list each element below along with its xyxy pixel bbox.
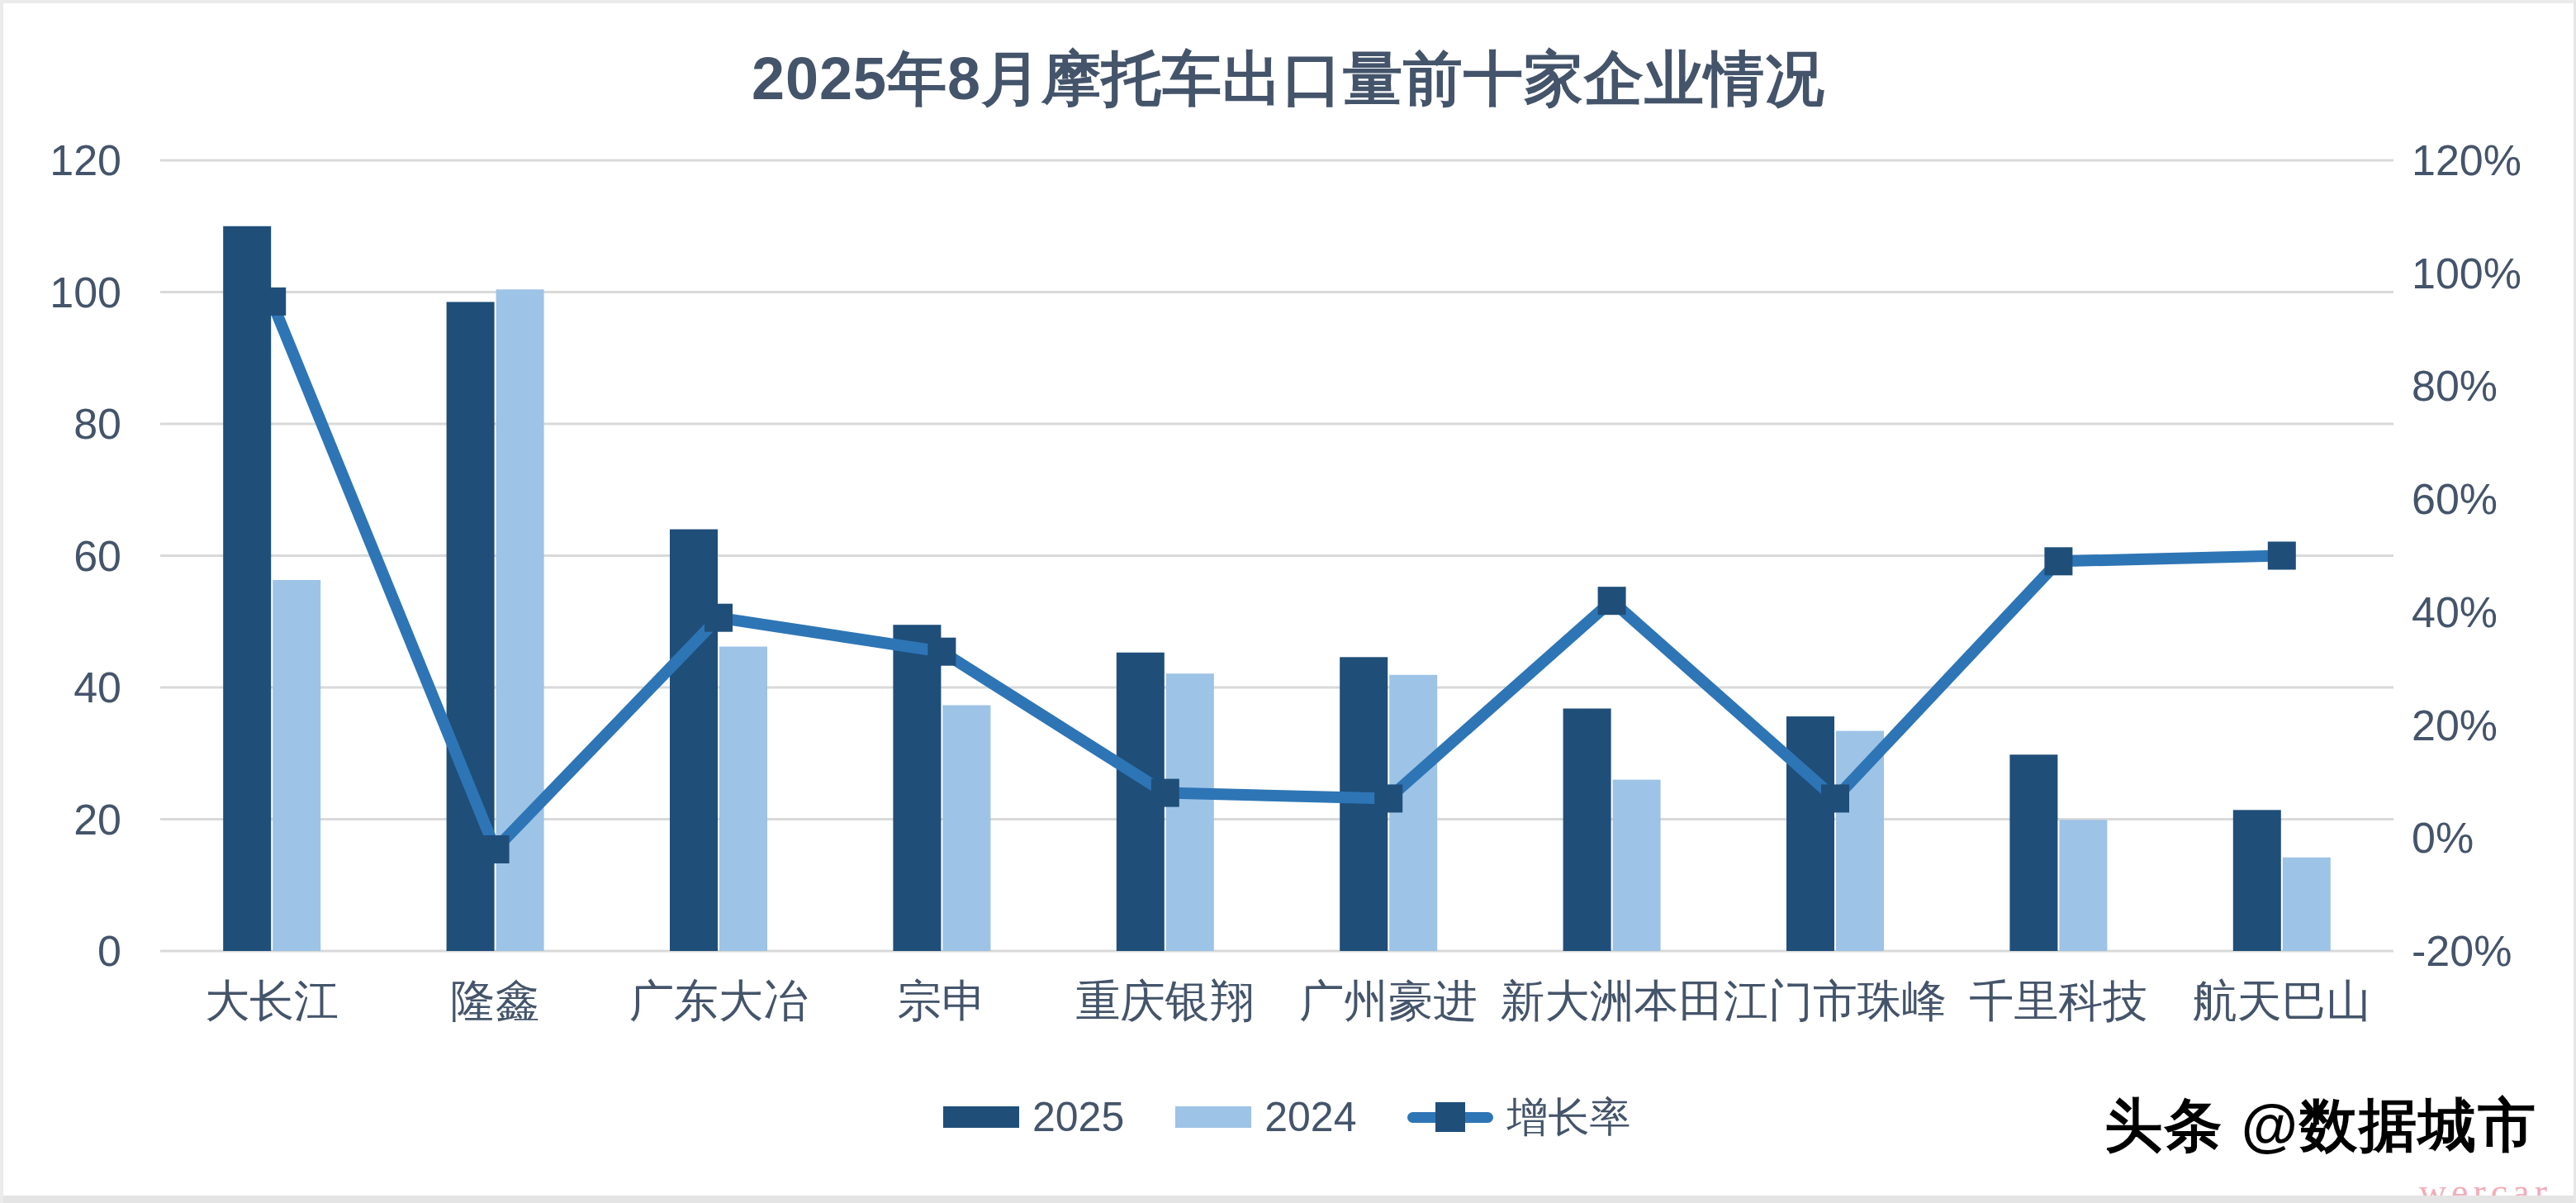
bar-2024 [719, 647, 767, 951]
legend-swatch-2025 [943, 1106, 1019, 1128]
x-axis-category-label: 千里科技 [1969, 976, 2147, 1025]
chart-area: 2025年8月摩托车出口量前十家企业情况 120100806040200120%… [0, 0, 2576, 1203]
x-axis-category-label: 广东大冶 [629, 976, 808, 1025]
x-axis-category-label: 大长江 [205, 976, 339, 1025]
x-axis-category-label: 宗申 [897, 976, 986, 1025]
growth-rate-marker [1151, 779, 1179, 807]
growth-rate-marker [1598, 587, 1626, 615]
right-axis-tick: 0% [2412, 814, 2474, 862]
growth-rate-marker [258, 288, 286, 316]
x-axis-category-label: 航天巴山 [2193, 976, 2371, 1025]
growth-rate-marker [2268, 542, 2296, 570]
bar-2024 [942, 706, 990, 951]
left-axis-tick: 0 [97, 927, 121, 975]
bar-2024 [1613, 780, 1661, 951]
growth-rate-marker [927, 638, 956, 666]
watermark-toutiao-badge: 头条 @数据城市 [2104, 1087, 2537, 1165]
bottom-edge-strip [3, 1196, 2574, 1203]
legend-item-2025: 2025 [943, 1096, 1124, 1138]
x-axis-category-label: 新大洲本田 [1501, 976, 1724, 1025]
right-axis-tick: 80% [2412, 362, 2498, 410]
x-axis-category-label: 广州豪进 [1299, 976, 1478, 1025]
right-axis-tick: 60% [2412, 475, 2498, 523]
bar-2025 [893, 625, 941, 951]
growth-rate-marker [1821, 784, 1849, 812]
bar-2025 [670, 530, 718, 951]
growth-rate-marker [1374, 784, 1402, 812]
legend-label-growth-rate: 增长率 [1506, 1096, 1630, 1138]
bar-2024 [273, 580, 320, 951]
growth-rate-marker [2044, 547, 2072, 575]
growth-rate-marker [704, 604, 733, 632]
bar-2025 [1563, 709, 1611, 951]
plot-area: 120 100 80 60 40 20 0 120% 100% 80% 60% 40% 20% 0% -20… [3, 3, 2576, 1203]
bar-2024 [1166, 673, 1214, 951]
legend-line-marker-icon [1435, 1102, 1465, 1132]
x-axis-category-label: 重庆银翔 [1076, 976, 1255, 1025]
left-axis-tick: 20 [74, 796, 121, 844]
watermark: 头条 @数据城市 wercar [2104, 1087, 2537, 1203]
x-axis-category-label: 江门市珠峰 [1724, 976, 1947, 1025]
left-axis-tick: 60 [74, 532, 121, 580]
bar-2025 [2233, 810, 2281, 951]
right-axis-tick: 20% [2412, 701, 2498, 749]
right-axis-tick: 40% [2412, 588, 2498, 636]
x-axis-category-label: 隆鑫 [451, 976, 540, 1025]
left-axis-tick: 100 [50, 269, 121, 316]
bar-2024 [2283, 858, 2331, 951]
bar-2025 [2009, 754, 2057, 951]
right-axis-tick: -20% [2412, 927, 2512, 975]
growth-rate-line [272, 302, 2282, 849]
left-axis-tick: 120 [50, 136, 121, 184]
legend-swatch-2024 [1175, 1106, 1251, 1128]
right-axis-tick: 100% [2412, 250, 2521, 297]
bar-2025 [223, 226, 271, 951]
legend-item-growth-rate: 增长率 [1407, 1096, 1630, 1138]
left-axis-tick: 80 [74, 400, 121, 448]
growth-rate-marker [482, 835, 510, 863]
legend-label-2024: 2024 [1264, 1096, 1356, 1138]
legend-label-2025: 2025 [1032, 1096, 1124, 1138]
left-axis-tick: 40 [74, 663, 121, 711]
legend-line-swatch [1407, 1101, 1493, 1133]
bar-2025 [1786, 716, 1834, 951]
bar-2024 [2059, 820, 2107, 951]
bar-2024 [1389, 675, 1437, 951]
legend: 2025 2024 增长率 [943, 1094, 1630, 1140]
legend-item-2024: 2024 [1175, 1096, 1356, 1138]
right-axis-tick: 120% [2412, 136, 2521, 184]
